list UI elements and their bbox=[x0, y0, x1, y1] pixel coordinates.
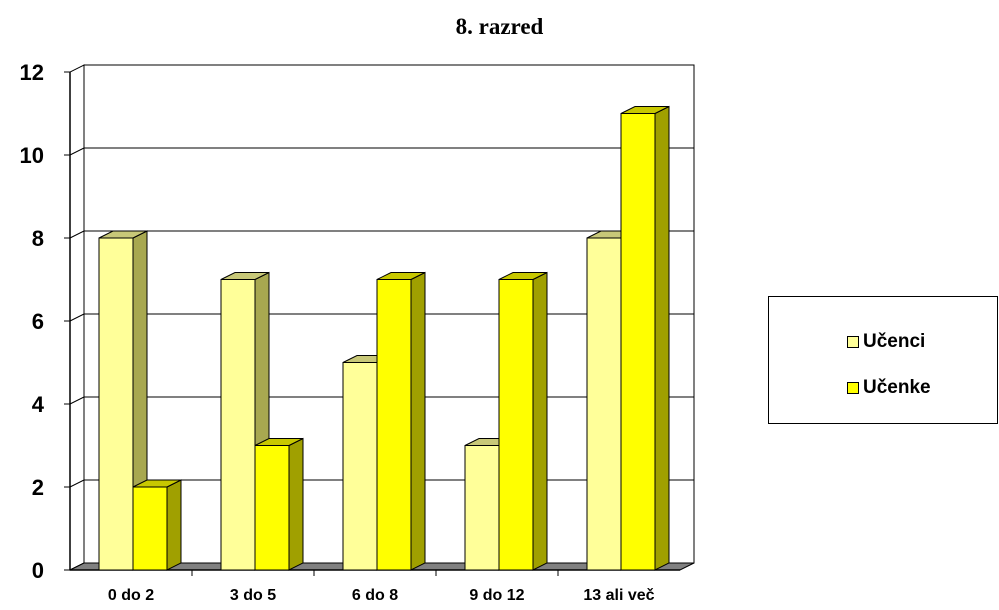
legend-label-series-1: Učenci bbox=[863, 331, 926, 352]
y-tick-label: 0 bbox=[32, 558, 44, 583]
x-tick-label: 6 do 8 bbox=[352, 587, 398, 604]
legend-label-series-2: Učenke bbox=[863, 377, 931, 398]
bar-side bbox=[654, 105, 670, 571]
bar-side bbox=[166, 479, 182, 571]
y-tick-label: 6 bbox=[32, 309, 44, 334]
gridline-side-4 bbox=[69, 230, 85, 239]
bar bbox=[620, 113, 656, 571]
gridline-side-3 bbox=[69, 313, 85, 322]
legend-item-series-1: Učenci bbox=[847, 330, 925, 354]
bar bbox=[98, 237, 134, 571]
bar-side bbox=[410, 271, 426, 571]
bar bbox=[586, 237, 622, 571]
legend-swatch-series-1 bbox=[847, 336, 859, 348]
y-tick-label: 12 bbox=[20, 60, 44, 85]
y-tick-label: 4 bbox=[32, 392, 45, 417]
gridline-side-5 bbox=[69, 147, 85, 156]
x-tick-label: 13 ali več bbox=[583, 587, 654, 604]
gridline-side-1 bbox=[69, 479, 85, 488]
legend-swatch-series-2 bbox=[847, 382, 859, 394]
legend-item-series-2: Učenke bbox=[847, 376, 931, 400]
bar bbox=[376, 279, 412, 571]
bar-side bbox=[288, 437, 304, 571]
bar bbox=[220, 279, 256, 571]
bar-side bbox=[532, 271, 548, 571]
chart-title: 8. razred bbox=[455, 14, 544, 39]
x-tick-label: 3 do 5 bbox=[230, 587, 276, 604]
gridline-side-2 bbox=[69, 396, 85, 405]
x-tick-label: 0 do 2 bbox=[108, 587, 154, 604]
bar bbox=[254, 445, 290, 571]
x-tick-label: 9 do 12 bbox=[469, 587, 524, 604]
bar bbox=[342, 362, 378, 571]
y-tick-label: 10 bbox=[20, 143, 44, 168]
bar bbox=[132, 486, 168, 571]
bar bbox=[464, 445, 500, 571]
y-tick-label: 2 bbox=[32, 475, 44, 500]
y-tick-label: 8 bbox=[32, 226, 44, 251]
legend: Učenci Učenke bbox=[768, 296, 998, 424]
bar bbox=[498, 279, 534, 571]
